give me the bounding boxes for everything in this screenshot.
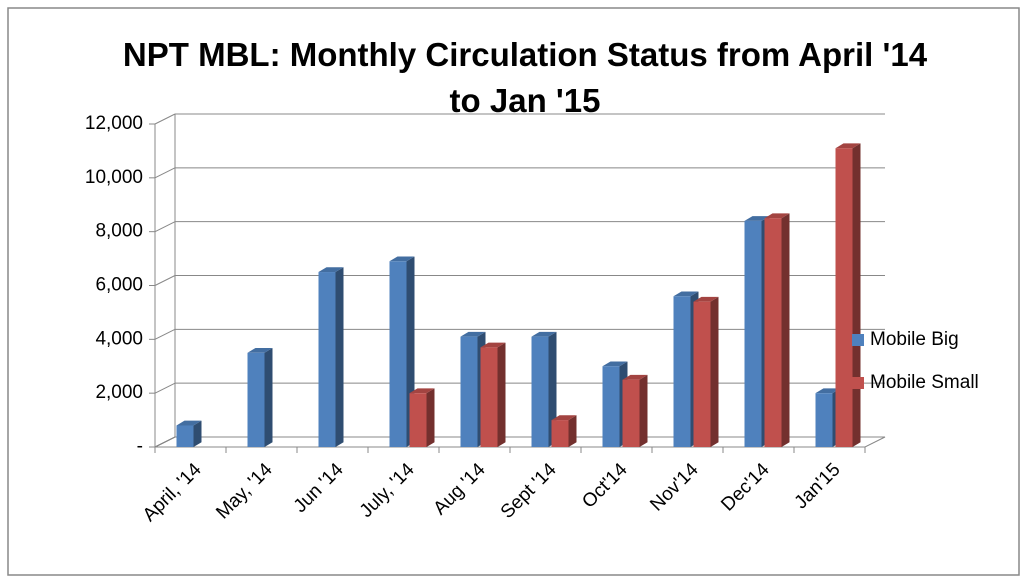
bar xyxy=(460,336,478,447)
grid-diag xyxy=(154,275,176,286)
bar-top xyxy=(551,415,577,421)
grid-diag xyxy=(154,328,176,340)
bar-side xyxy=(568,415,577,447)
chart-title: NPT MBL: Monthly Circulation Status from… xyxy=(122,36,928,119)
bar-side xyxy=(497,342,506,447)
bar-top xyxy=(389,256,415,262)
legend-swatch xyxy=(852,334,864,346)
bar-top xyxy=(622,374,648,380)
grid-diag xyxy=(154,382,176,394)
legend-label: Mobile Small xyxy=(870,372,979,393)
legend-swatch xyxy=(852,377,864,389)
bar-side xyxy=(426,388,435,447)
bar-side xyxy=(548,331,557,447)
bar xyxy=(176,425,194,447)
bar-side xyxy=(193,420,202,447)
bar-top xyxy=(409,388,435,394)
y-tick-label: 12,000 xyxy=(85,113,143,134)
bar-side xyxy=(264,347,273,447)
y-tick-label: 6,000 xyxy=(95,275,143,296)
bar-top xyxy=(764,213,790,219)
bar-top xyxy=(176,420,202,426)
bar xyxy=(389,261,407,447)
bar-top xyxy=(460,331,486,337)
y-tick-label: 10,000 xyxy=(85,167,143,188)
bar-side xyxy=(852,143,861,448)
bar-side xyxy=(781,213,790,447)
bar xyxy=(409,393,427,447)
bar-top xyxy=(673,291,699,297)
bar-top xyxy=(247,347,273,353)
bar-top xyxy=(815,388,841,394)
bar xyxy=(815,393,833,447)
bar-top xyxy=(602,361,628,367)
bar-top xyxy=(318,267,344,273)
bar-top xyxy=(744,216,770,221)
y-tick-label: 2,000 xyxy=(95,382,143,403)
bar-side xyxy=(710,296,719,447)
bar xyxy=(673,296,691,447)
bar xyxy=(531,336,549,447)
y-tick-label: - xyxy=(137,436,143,457)
bar xyxy=(247,352,265,447)
bar xyxy=(835,148,853,447)
bar-top xyxy=(480,342,506,348)
bar xyxy=(602,366,620,447)
bar xyxy=(744,220,762,447)
bar xyxy=(622,379,640,447)
bar-side xyxy=(639,374,648,447)
bar-top xyxy=(531,331,557,337)
y-tick-label: 4,000 xyxy=(95,328,143,349)
legend-label: Mobile Big xyxy=(870,329,959,350)
grid-diag xyxy=(154,221,176,233)
bar xyxy=(480,347,498,447)
grid-diag xyxy=(154,436,176,448)
bar xyxy=(551,420,569,447)
bar xyxy=(693,301,711,447)
grid-diag xyxy=(154,113,176,125)
grid-diag xyxy=(154,167,176,179)
bar-top xyxy=(835,143,861,149)
y-tick-label: 8,000 xyxy=(95,221,143,242)
bar xyxy=(318,272,336,447)
bar xyxy=(764,218,782,447)
bar-top xyxy=(693,296,719,302)
bar-side xyxy=(335,267,344,447)
